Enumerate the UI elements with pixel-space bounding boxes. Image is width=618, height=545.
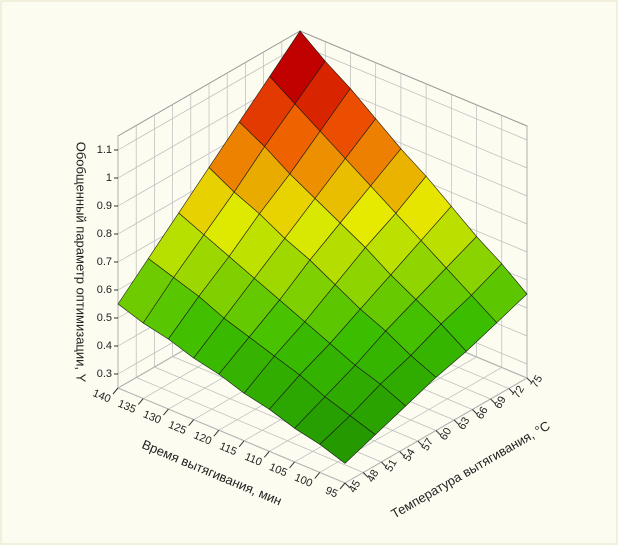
z-tick-label: 0.8 (97, 228, 112, 240)
surface (117, 30, 528, 464)
y-tick-label: 48 (365, 468, 382, 485)
surface-cell (319, 415, 376, 464)
x-tick (163, 408, 169, 416)
y-tick (435, 430, 442, 436)
x-tick (112, 387, 119, 395)
z-tick-label: 0.6 (97, 284, 112, 296)
x-tick-label: 95 (323, 485, 339, 501)
y-tick (490, 398, 496, 405)
y-tick (417, 440, 424, 447)
z-tick-label: 1 (106, 172, 112, 184)
y-tick-label: 60 (438, 426, 455, 443)
y-tick (362, 472, 369, 478)
x-tick (263, 451, 270, 458)
y-tick (399, 451, 405, 457)
y-tick-label: 51 (383, 457, 400, 474)
x-tick (339, 482, 346, 490)
x-tick (238, 440, 245, 448)
y-tick-label: 54 (401, 447, 418, 464)
z-tick-label: 1.1 (97, 144, 112, 156)
x-tick (188, 419, 195, 426)
y-tick (344, 482, 351, 489)
grid-line (299, 44, 528, 141)
y-tick-label: 69 (492, 394, 509, 411)
x-tick (137, 398, 144, 405)
y-tick-label: 63 (456, 415, 473, 432)
z-tick-label: 0.7 (97, 256, 112, 268)
z-tick-label: 0.3 (97, 368, 112, 380)
y-tick (472, 409, 478, 415)
z-tick-label: 0.9 (97, 200, 112, 212)
y-tick-label: 75 (529, 373, 546, 390)
grid-line (117, 387, 346, 484)
y-tick-label: 66 (474, 405, 491, 422)
y-tick (526, 377, 533, 384)
y-tick (381, 461, 387, 468)
x-tick (213, 429, 220, 437)
y-tick (508, 388, 515, 394)
x-tick (289, 461, 295, 469)
y-tick-label: 57 (420, 436, 437, 453)
x-tick (314, 472, 321, 479)
z-axis-title: Обобщенный параметр оптимизации, Y (74, 142, 89, 383)
y-tick-label: 72 (511, 384, 528, 401)
y-tick (453, 419, 460, 426)
z-tick-label: 0.4 (97, 340, 112, 352)
grid-line (136, 377, 364, 473)
z-tick-label: 0.5 (97, 312, 112, 324)
y-tick-label: 45 (347, 478, 364, 495)
